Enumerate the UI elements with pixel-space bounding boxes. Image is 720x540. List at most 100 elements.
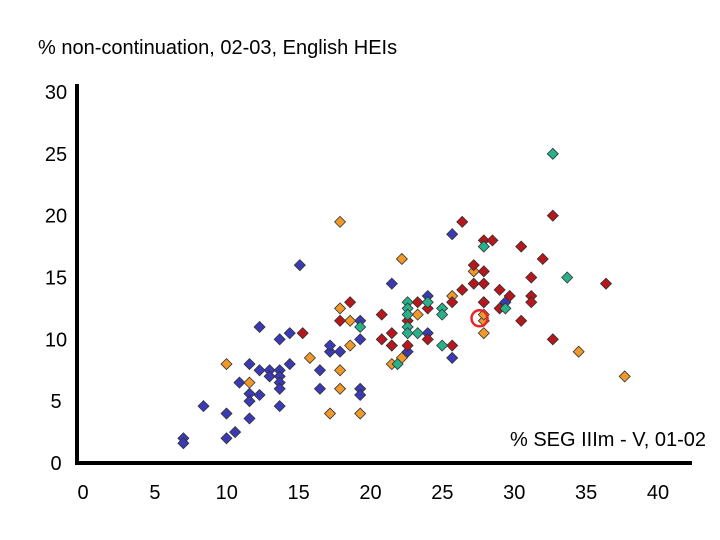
data-point: [220, 407, 233, 420]
data-point: [525, 296, 538, 309]
data-point: [333, 364, 347, 377]
data-point: [333, 215, 347, 228]
x-tick-label: 15: [288, 482, 310, 504]
data-point: [313, 364, 327, 377]
data-point: [344, 339, 357, 352]
data-point: [561, 271, 574, 284]
x-tick-label: 35: [575, 482, 597, 504]
data-point: [333, 382, 347, 395]
data-point: [618, 370, 631, 383]
data-point: [401, 339, 414, 352]
data-point: [525, 271, 538, 284]
data-point: [456, 283, 469, 296]
data-point: [477, 277, 490, 290]
data-point: [293, 259, 306, 272]
x-tick-label: 10: [216, 482, 238, 504]
data-point: [344, 296, 357, 309]
data-point: [354, 320, 367, 334]
data-point: [477, 327, 490, 340]
data-point: [283, 327, 296, 340]
data-point: [253, 388, 266, 402]
x-tick-label: 20: [359, 482, 381, 504]
data-point: [303, 351, 316, 364]
data-point: [375, 333, 388, 346]
data-point: [421, 302, 434, 315]
data-point: [515, 314, 528, 327]
data-point: [243, 358, 256, 371]
data-point: [243, 412, 256, 425]
data-point: [477, 296, 490, 309]
data-point: [385, 327, 398, 340]
data-point: [446, 296, 459, 309]
chart-title: % non-continuation, 02-03, English HEIs: [38, 37, 397, 59]
data-point: [436, 339, 449, 352]
y-tick-label: 20: [45, 206, 67, 228]
x-tick-label: 5: [149, 482, 160, 504]
data-point: [323, 345, 337, 358]
data-point: [375, 308, 388, 321]
data-point: [467, 277, 480, 290]
data-point: [354, 407, 367, 420]
data-point: [493, 283, 506, 296]
y-axis: 0 5 10 15 20 25 30: [45, 82, 79, 475]
data-point: [395, 252, 408, 266]
data-point: [263, 370, 276, 383]
data-point: [229, 426, 242, 439]
data-point: [391, 358, 404, 371]
data-point: [503, 289, 516, 303]
data-point: [197, 400, 210, 413]
data-point: [477, 265, 490, 278]
x-axis-label: % SEG IIIm - V, 01-02: [510, 429, 706, 451]
data-point: [354, 388, 367, 402]
x-tick-label: 25: [431, 482, 453, 504]
data-point: [446, 351, 459, 364]
data-point: [283, 358, 296, 371]
data-point: [499, 302, 512, 315]
highlighted-point: [470, 309, 489, 328]
y-tick-label: 30: [45, 82, 67, 104]
data-point: [411, 327, 424, 340]
x-tick-label: 40: [647, 482, 669, 504]
data-point: [446, 339, 459, 352]
data-point: [344, 314, 357, 327]
data-point: [273, 333, 286, 346]
data-point: [546, 333, 559, 346]
data-point: [323, 407, 337, 420]
data-point: [436, 308, 449, 321]
data-point: [446, 228, 459, 241]
data-point: [401, 308, 414, 321]
data-point: [477, 240, 490, 253]
data-point: [401, 327, 414, 340]
data-point: [572, 345, 585, 358]
y-tick-label: 10: [45, 329, 67, 351]
data-point: [220, 432, 233, 445]
data-point: [333, 345, 347, 358]
data-point: [401, 345, 414, 358]
data-point: [220, 358, 233, 371]
y-tick-label: 0: [50, 453, 61, 475]
data-point: [599, 277, 613, 290]
data-point: [243, 395, 256, 408]
x-tick-label: 30: [503, 482, 525, 504]
data-point: [333, 302, 347, 315]
data-point: [515, 240, 528, 253]
data-point: [233, 376, 246, 389]
data-point: [546, 147, 559, 160]
data-point: [243, 376, 256, 389]
data-point: [456, 215, 469, 228]
x-axis: 0 5 10 15 20 25 30 35 40: [75, 461, 692, 504]
data-point: [273, 400, 286, 413]
data-point: [313, 382, 327, 395]
data-point: [253, 320, 266, 334]
data-point: [486, 234, 499, 247]
y-tick-label: 15: [45, 268, 67, 290]
y-tick-label: 5: [50, 391, 61, 413]
data-point: [323, 339, 337, 352]
data-point: [333, 314, 347, 327]
data-point: [253, 364, 266, 377]
x-tick-label: 0: [77, 482, 88, 504]
data-point: [467, 259, 480, 272]
data-point: [385, 277, 398, 290]
data-point: [467, 265, 480, 278]
